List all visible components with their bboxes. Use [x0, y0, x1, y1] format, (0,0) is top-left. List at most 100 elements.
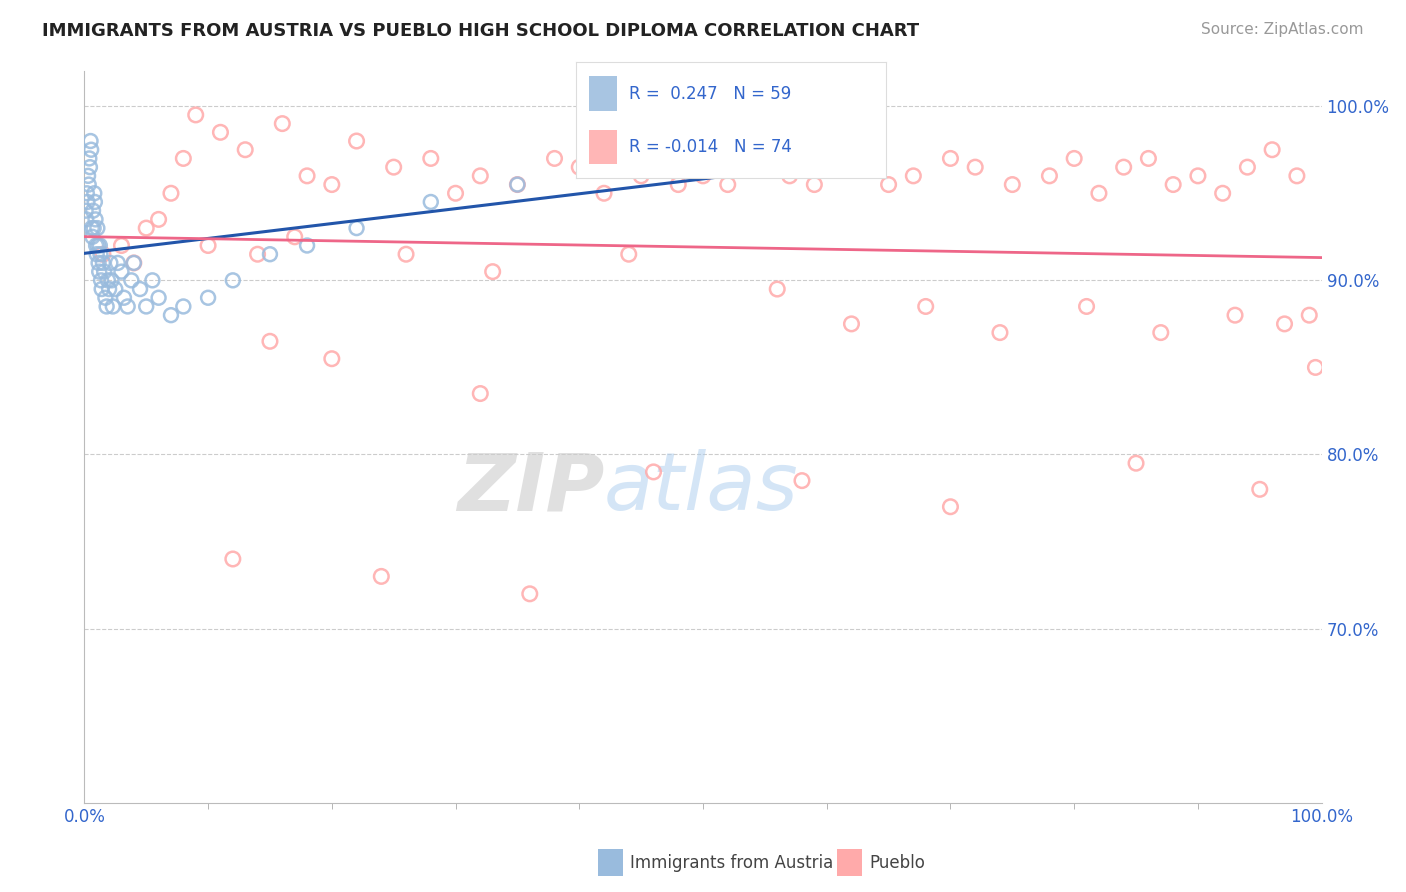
- Text: Pueblo: Pueblo: [869, 854, 925, 871]
- Text: R =  0.247   N = 59: R = 0.247 N = 59: [628, 85, 792, 103]
- Point: [89, 265, 111, 279]
- Point: [75, 212, 97, 227]
- Point: [197, 238, 219, 252]
- Text: atlas: atlas: [605, 450, 799, 527]
- Point: [444, 186, 467, 201]
- Point: [717, 178, 740, 192]
- Point: [903, 169, 925, 183]
- Point: [96, 300, 118, 314]
- Point: [100, 273, 122, 287]
- Bar: [589, 77, 617, 112]
- Point: [246, 247, 269, 261]
- Point: [77, 178, 100, 192]
- Point: [1137, 152, 1160, 166]
- Point: [568, 160, 591, 174]
- Point: [117, 300, 139, 314]
- Point: [83, 221, 105, 235]
- Point: [129, 282, 152, 296]
- Point: [112, 291, 135, 305]
- Point: [877, 178, 900, 192]
- Point: [122, 256, 145, 270]
- Point: [1212, 186, 1234, 201]
- Point: [692, 169, 714, 183]
- Point: [965, 160, 987, 174]
- Point: [321, 351, 343, 366]
- Point: [1285, 169, 1308, 183]
- Point: [1223, 308, 1246, 322]
- Point: [481, 265, 503, 279]
- Point: [1305, 360, 1327, 375]
- Point: [271, 117, 294, 131]
- Point: [197, 291, 219, 305]
- Point: [90, 273, 112, 287]
- Point: [110, 265, 132, 279]
- Point: [643, 465, 665, 479]
- Point: [122, 256, 145, 270]
- Point: [382, 160, 405, 174]
- Point: [617, 247, 640, 261]
- Point: [939, 152, 962, 166]
- Bar: [589, 129, 617, 164]
- Point: [803, 178, 825, 192]
- Point: [284, 229, 307, 244]
- Point: [222, 273, 245, 287]
- Point: [1112, 160, 1135, 174]
- Point: [1187, 169, 1209, 183]
- Point: [90, 282, 112, 296]
- Point: [184, 108, 207, 122]
- Point: [506, 178, 529, 192]
- Point: [295, 169, 318, 183]
- Point: [82, 203, 104, 218]
- Point: [630, 169, 652, 183]
- Point: [148, 291, 170, 305]
- Point: [939, 500, 962, 514]
- Point: [98, 256, 121, 270]
- Point: [104, 282, 127, 296]
- Point: [80, 143, 103, 157]
- Point: [86, 247, 108, 261]
- Point: [1298, 308, 1320, 322]
- Point: [593, 160, 616, 174]
- Point: [141, 273, 163, 287]
- Point: [790, 474, 813, 488]
- Point: [754, 152, 776, 166]
- Text: ZIP: ZIP: [457, 450, 605, 527]
- Point: [82, 229, 104, 244]
- Point: [914, 300, 936, 314]
- Point: [83, 186, 105, 201]
- Point: [779, 169, 801, 183]
- Point: [1076, 300, 1098, 314]
- Point: [84, 238, 107, 252]
- Point: [828, 160, 851, 174]
- Point: [89, 247, 111, 261]
- Point: [852, 152, 875, 166]
- Text: Source: ZipAtlas.com: Source: ZipAtlas.com: [1201, 22, 1364, 37]
- Point: [172, 152, 194, 166]
- Point: [160, 308, 183, 322]
- Point: [107, 256, 129, 270]
- Point: [841, 125, 863, 139]
- Point: [1125, 456, 1147, 470]
- Point: [1063, 152, 1085, 166]
- Point: [419, 152, 441, 166]
- Point: [91, 247, 114, 261]
- Point: [593, 186, 616, 201]
- Point: [1249, 483, 1271, 497]
- Point: [766, 282, 789, 296]
- Point: [1236, 160, 1258, 174]
- Point: [321, 178, 343, 192]
- Point: [89, 238, 111, 252]
- Point: [91, 256, 114, 270]
- Point: [101, 300, 124, 314]
- Point: [97, 273, 120, 287]
- Point: [470, 169, 492, 183]
- Point: [419, 194, 441, 209]
- Point: [717, 143, 740, 157]
- Point: [135, 300, 157, 314]
- Point: [988, 326, 1011, 340]
- Point: [506, 178, 529, 192]
- Point: [94, 291, 117, 305]
- Point: [160, 186, 183, 201]
- Point: [135, 221, 157, 235]
- Point: [172, 300, 194, 314]
